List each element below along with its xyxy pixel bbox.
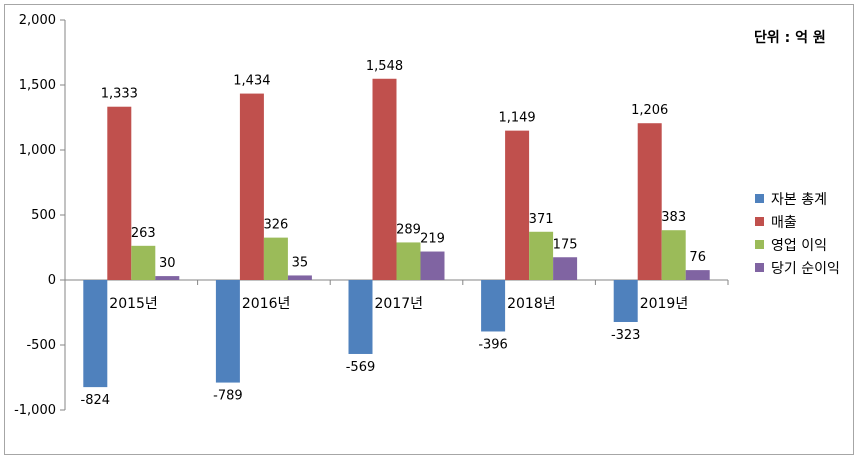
legend-swatch — [755, 217, 764, 226]
legend-item: 매출 — [755, 210, 840, 233]
legend-label: 매출 — [771, 214, 797, 231]
y-tick-label: 2,000 — [19, 13, 56, 28]
data-label: 76 — [689, 250, 706, 265]
data-label: -323 — [611, 328, 641, 343]
legend-swatch — [755, 194, 764, 203]
data-label: -396 — [478, 337, 508, 352]
bar — [661, 230, 686, 280]
legend-label: 자본 총계 — [771, 191, 827, 208]
category-label: 2017년 — [375, 296, 424, 312]
y-tick-label: 0 — [48, 273, 56, 288]
y-tick-label: 1,500 — [19, 78, 56, 93]
bar — [505, 130, 530, 280]
y-tick-label: 1,000 — [19, 143, 56, 158]
legend-item: 당기 순이익 — [755, 256, 840, 279]
y-tick-label: -500 — [26, 338, 56, 353]
bar — [372, 78, 397, 280]
bar — [215, 280, 240, 383]
legend-item: 영업 이익 — [755, 233, 840, 256]
data-label: 289 — [396, 222, 421, 237]
legend-label: 당기 순이익 — [771, 260, 840, 277]
bar — [420, 251, 445, 280]
bar — [396, 242, 421, 280]
y-tick-label: 500 — [31, 208, 56, 223]
data-label: 371 — [529, 212, 554, 227]
data-label: -824 — [81, 393, 111, 408]
data-label: 35 — [292, 255, 309, 270]
bar — [348, 280, 373, 354]
data-label: 263 — [131, 226, 156, 241]
bar — [131, 245, 156, 280]
bar — [685, 270, 710, 280]
bar — [287, 275, 312, 280]
legend-label: 영업 이익 — [771, 237, 827, 254]
legend-swatch — [755, 240, 764, 249]
data-label: 30 — [159, 256, 176, 271]
data-label: 1,434 — [233, 74, 270, 89]
data-label: 383 — [661, 210, 686, 225]
data-label: 1,206 — [631, 103, 668, 118]
bar — [529, 231, 554, 280]
data-label: 326 — [263, 218, 288, 233]
bar — [83, 280, 108, 388]
data-label: -569 — [346, 360, 376, 375]
data-label: 219 — [420, 232, 445, 247]
unit-label: 단위 : 억 원 — [754, 30, 826, 46]
data-label: 1,149 — [498, 111, 535, 126]
category-label: 2019년 — [640, 296, 689, 312]
bar-chart: 2,000 1,500 1,000 500 0 -500 -1,000 -824 1,333 26… — [14, 13, 729, 418]
bar — [481, 280, 506, 332]
data-label: -789 — [213, 389, 243, 404]
bar — [239, 93, 264, 280]
bar — [263, 237, 288, 280]
bar — [155, 276, 180, 280]
legend-swatch — [755, 263, 764, 272]
chart-frame: 2,000 1,500 1,000 500 0 -500 -1,000 -824 1,333 26… — [4, 4, 854, 455]
data-label: 175 — [553, 237, 578, 252]
category-label: 2018년 — [507, 296, 556, 312]
data-label: 1,548 — [366, 59, 403, 74]
bar — [637, 123, 662, 280]
bar — [553, 257, 578, 280]
legend-item: 자본 총계 — [755, 187, 840, 210]
data-label: 1,333 — [101, 87, 138, 102]
category-label: 2016년 — [242, 296, 291, 312]
y-tick-label: -1,000 — [14, 403, 56, 418]
bar — [613, 280, 638, 322]
bar — [107, 106, 132, 281]
category-label: 2015년 — [109, 296, 158, 312]
